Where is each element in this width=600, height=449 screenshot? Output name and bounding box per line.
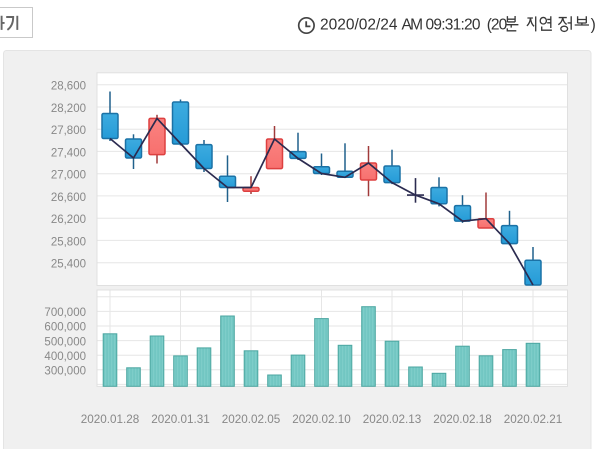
- svg-text:600,000: 600,000: [44, 322, 86, 334]
- svg-text:500,000: 500,000: [44, 336, 86, 348]
- svg-text:2020/02/24: 2020/02/24: [320, 17, 398, 34]
- svg-text:27,400: 27,400: [51, 147, 86, 159]
- svg-text:28,200: 28,200: [51, 103, 86, 115]
- svg-text:2020.02.13: 2020.02.13: [363, 413, 422, 426]
- svg-text:2020.02.18: 2020.02.18: [433, 413, 492, 426]
- svg-text:27,000: 27,000: [51, 170, 86, 182]
- svg-text:25,400: 25,400: [51, 259, 86, 271]
- svg-text:2020.01.28: 2020.01.28: [81, 413, 140, 426]
- svg-text:25,800: 25,800: [51, 236, 86, 248]
- svg-text:(20: (20: [487, 17, 508, 34]
- svg-text:27,800: 27,800: [51, 125, 86, 137]
- svg-text:300,000: 300,000: [44, 366, 86, 378]
- svg-text:2020.01.31: 2020.01.31: [151, 413, 210, 426]
- svg-text:2020.02.05: 2020.02.05: [222, 413, 281, 426]
- svg-text:09:31:20: 09:31:20: [426, 17, 481, 34]
- svg-text:AM: AM: [402, 17, 424, 34]
- svg-text:26,200: 26,200: [51, 214, 86, 226]
- svg-text:400,000: 400,000: [44, 351, 86, 363]
- svg-text:26,600: 26,600: [51, 192, 86, 204]
- svg-text:): ): [591, 17, 596, 34]
- svg-text:2020.02.10: 2020.02.10: [292, 413, 351, 426]
- svg-text:28,600: 28,600: [51, 81, 86, 93]
- svg-text:2020.02.21: 2020.02.21: [504, 413, 563, 426]
- svg-text:700,000: 700,000: [44, 307, 86, 319]
